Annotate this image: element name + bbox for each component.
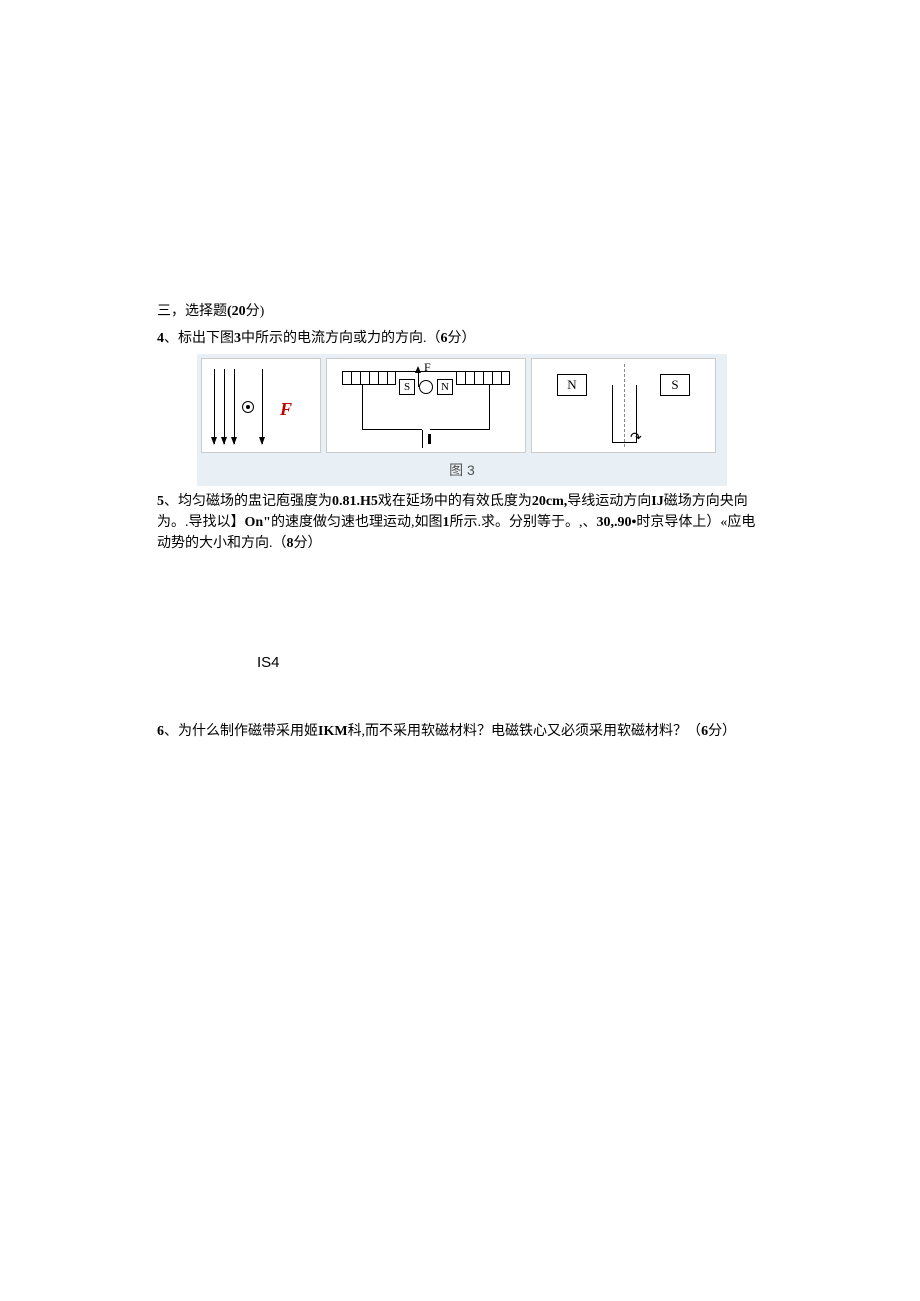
- q4-sep: 、: [164, 331, 178, 346]
- arrow-down-1: [214, 369, 215, 444]
- q5-a: 均匀磁场的盅记庖强度为: [178, 494, 332, 509]
- q5-h: On": [245, 515, 271, 530]
- q5-sep: 、: [164, 494, 178, 509]
- page-content: 三，选择题(20分) 4、标出下图3中所示的电流方向或力的方向.（6分） F: [0, 0, 920, 742]
- figure-panel-3: N S ↷: [531, 358, 716, 453]
- q4-text-b: 3: [234, 331, 241, 346]
- figure-3: F S N F: [197, 354, 727, 486]
- figure-panel-1: F: [201, 358, 321, 453]
- section-prefix: 三，选择题: [157, 304, 227, 319]
- magnet-n: N: [557, 374, 587, 396]
- magnet-s: S: [660, 374, 690, 396]
- pole-n: N: [437, 379, 453, 395]
- figure-row: F S N F: [201, 358, 723, 453]
- q5-k: 所示.求。分别等于。,、: [449, 515, 596, 530]
- q6-e: 分）: [708, 724, 736, 739]
- q5-f: IJ: [651, 494, 663, 509]
- q5-e: 导线运动方向: [567, 494, 651, 509]
- question-4: 4、标出下图3中所示的电流方向或力的方向.（6分）: [157, 328, 763, 349]
- force-label-f: F: [280, 399, 292, 420]
- q5-c: 戏在延场中的有效氐度为: [378, 494, 532, 509]
- wire-right-h: [430, 429, 490, 430]
- q5-b: 0.81.H5: [332, 494, 378, 509]
- q5-i: 的速度做匀速也理运动,如图: [271, 515, 443, 530]
- figure-caption: 图 3: [201, 458, 723, 482]
- question-5: 5、均匀磁场的盅记庖强度为0.81.H5戏在延场中的有效氐度为20cm,导线运动…: [157, 491, 763, 554]
- current-dot-icon: [242, 401, 254, 413]
- coil-teeth-right: [456, 371, 510, 385]
- q5-l: 30,.90•: [596, 515, 636, 530]
- figure-panel-2: S N F: [326, 358, 526, 453]
- wire-left-v: [362, 385, 363, 430]
- question-6: 6、为什么制作磁带采用姬IKM科,而不采用软磁材料？电磁铁心又必须采用软磁材料？…: [157, 721, 763, 742]
- q4-text-a: 标出下图: [178, 331, 234, 346]
- q6-a: 为什么制作磁带采用姬: [178, 724, 318, 739]
- q5-n: 8: [287, 536, 294, 551]
- q6-sep: 、: [164, 724, 178, 739]
- q5-d: 20cm,: [532, 494, 567, 509]
- q6-number: 6: [157, 724, 164, 739]
- pole-s: S: [399, 379, 415, 395]
- wire-left-h: [362, 429, 422, 430]
- arrow-down-3: [234, 369, 235, 444]
- q5-number: 5: [157, 494, 164, 509]
- coil-teeth-left: [342, 371, 396, 385]
- q6-c: 科,而不采用软磁材料？电磁铁心又必须采用软磁材料？（: [348, 724, 702, 739]
- wire-right-v: [489, 385, 490, 430]
- arrow-down-4: [262, 369, 263, 444]
- q4-text-c: 中所示的电流方向或力的方向.（: [241, 331, 441, 346]
- q4-number: 4: [157, 331, 164, 346]
- rotor-icon: [419, 380, 433, 394]
- q4-text-d: 6: [441, 331, 448, 346]
- q6-d: 6: [701, 724, 708, 739]
- q5-o: 分）: [294, 536, 322, 551]
- q6-b: IKM: [318, 724, 348, 739]
- section-title: 三，选择题(20分): [157, 300, 763, 320]
- section-points: (20: [227, 304, 246, 319]
- rotation-arrow-icon: ↷: [630, 430, 642, 447]
- q4-text-e: 分）: [448, 331, 476, 346]
- is4-label: IS4: [257, 654, 763, 671]
- arrow-down-2: [224, 369, 225, 444]
- section-suffix: 分): [246, 304, 265, 319]
- force-arrow-up: F: [424, 360, 431, 375]
